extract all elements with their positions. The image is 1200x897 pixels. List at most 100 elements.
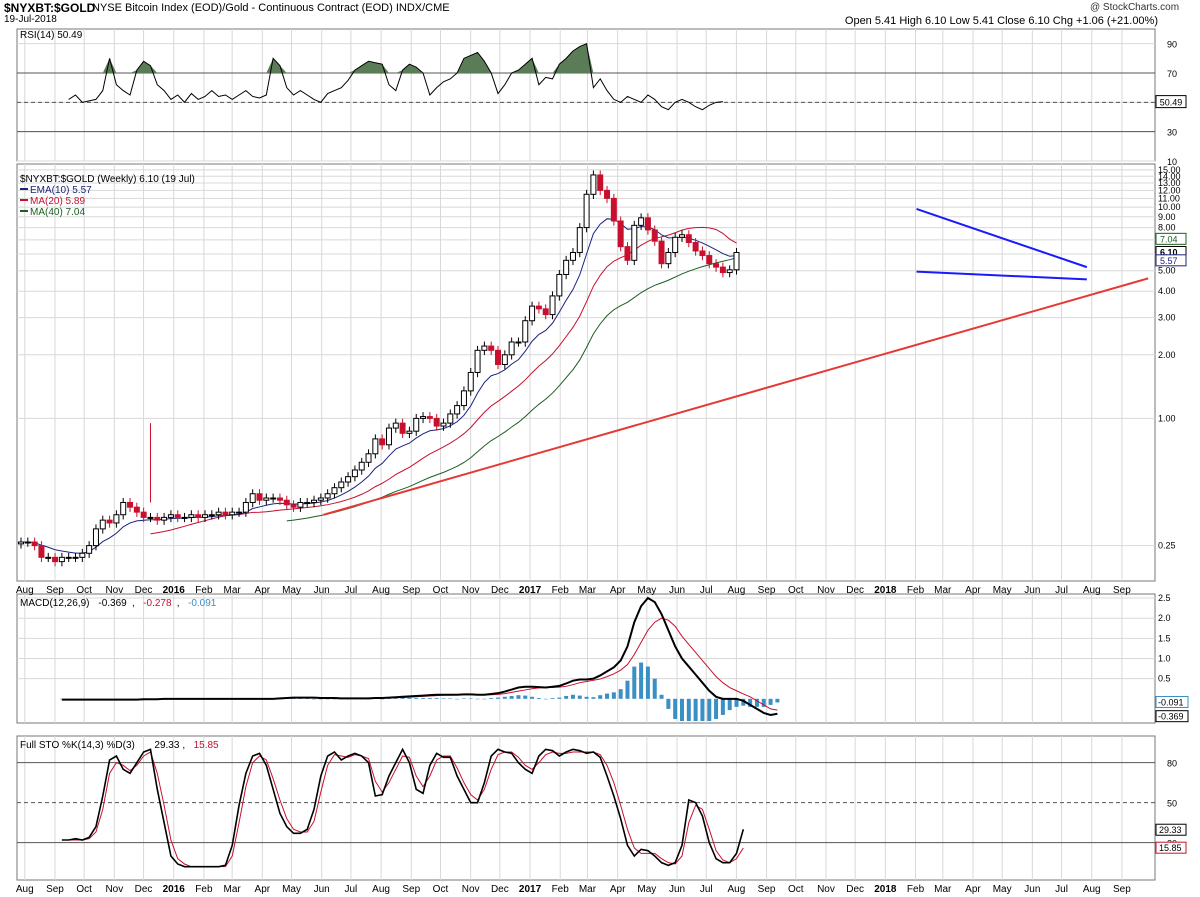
price-axis-label: 10.00 [1158,202,1181,212]
x-tick-label: Aug [372,884,390,895]
macd-histogram-bar [509,695,514,699]
x-tick-label: 2017 [519,884,542,895]
macd-histogram-bar [414,698,419,699]
watermark: @ StockCharts.com [1090,2,1180,13]
candle [726,269,733,274]
macd-histogram-bar [564,695,569,699]
macd-histogram-bar [659,694,664,699]
x-tick-label: Nov [105,585,123,596]
candle [181,516,188,519]
candle [290,504,297,508]
candle [413,417,420,432]
candle [535,305,542,310]
price-axis-label: 1.00 [1158,413,1176,423]
candle [420,416,427,419]
macd-axis-label: 1.0 [1158,654,1171,664]
candle [215,511,222,516]
x-tick-label: Feb [552,585,570,596]
macd-histogram-bar [482,698,487,700]
macd-title-part: MACD(12,26,9) [20,598,89,609]
candle [58,556,65,563]
x-tick-label: 2016 [163,884,186,895]
candle [454,405,461,415]
candle [358,461,365,471]
x-tick-label: Nov [105,884,123,895]
x-tick-label: Apr [965,884,981,895]
price-value-box [1155,232,1187,245]
macd-histogram-bar [727,698,732,711]
price-axis-label: 9.00 [1158,212,1176,222]
candle [495,349,502,365]
header-symbol: $NYXBT:$GOLD [4,1,96,15]
x-tick-label: May [637,585,656,596]
candle [113,514,120,524]
price-axis-label: 5.00 [1158,266,1176,276]
header-date: 19-Jul-2018 [4,14,57,25]
candle [297,501,304,508]
macd-histogram-bar [305,698,310,699]
candle [127,501,134,508]
candle [392,422,399,429]
candle [576,227,583,253]
ema10-line [21,218,737,554]
x-tick-label: Oct [76,585,92,596]
x-tick-label: Jul [700,884,713,895]
price-axis-label: 13.00 [1158,178,1181,188]
candle [140,511,147,518]
price-value-label: 5.57 [1160,256,1178,266]
macd-histogram-bar [332,698,337,700]
macd-histogram-bar [291,698,296,699]
x-tick-label: Sep [1113,884,1131,895]
macd-histogram-bar [441,698,446,699]
candle [167,514,174,518]
macd-histogram-bar [516,695,521,699]
candle [256,493,263,501]
x-tick-label: Jun [1024,884,1040,895]
candle [406,430,413,434]
macd-axis-label: 2.0 [1158,613,1171,623]
candle [460,390,467,407]
x-tick-label: Dec [491,884,509,895]
trendline [323,277,1149,516]
macd-histogram-bar [468,698,473,699]
x-tick-label: Nov [462,884,480,895]
candle [106,519,113,524]
candle [481,345,488,351]
price-value-label: 6.10 [1160,247,1178,257]
macd-histogram-bar [496,697,501,699]
sto-title-part: 29.33 [154,740,179,751]
candle [569,251,576,261]
macd-histogram-bar [407,698,412,699]
candle [208,514,215,517]
macd-histogram-bar [679,698,684,721]
x-tick-label: Oct [788,585,804,596]
sto-d-box [1155,841,1187,854]
candle [304,501,311,504]
candle [713,263,720,268]
price-axis-label: 14.00 [1158,171,1181,181]
macd-histogram-bar [686,698,691,721]
macd-histogram-bar [427,698,432,699]
x-tick-label: 2018 [874,585,897,596]
rsi-title: RSI(14) 50.49 [20,30,83,41]
macd-histogram-bar [448,698,453,699]
candle [174,514,181,518]
macd-histogram-bar [577,695,582,699]
sto-title-part: 15.85 [194,740,219,751]
macd-value-box [1155,710,1189,723]
x-tick-label: Mar [934,884,952,895]
x-tick-label: 2017 [519,585,542,596]
macd-histogram-bar [768,698,773,705]
candle [658,240,665,265]
candle [345,476,352,483]
macd-histogram-bar [673,698,678,719]
price-axis-label: 8.00 [1158,223,1176,233]
candle [249,493,256,503]
candle [229,511,236,516]
candle [351,469,358,478]
candle [733,251,740,271]
candle [631,224,638,261]
candle [583,193,590,229]
macd-histogram-bar [325,698,330,700]
candle [399,422,406,434]
